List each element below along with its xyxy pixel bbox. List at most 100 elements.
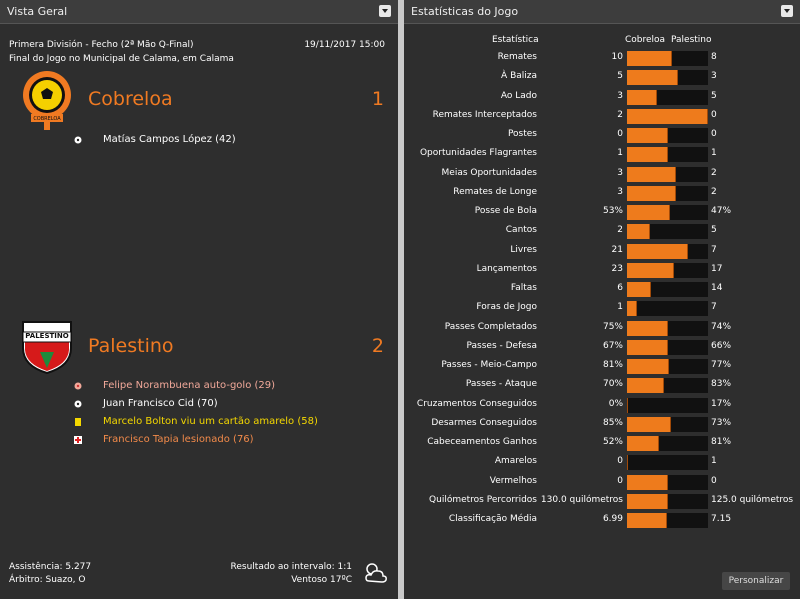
customize-button[interactable]: Personalizar bbox=[722, 572, 790, 590]
home-crest: COBRELOA bbox=[23, 71, 71, 130]
stat-row: Posse de Bola 53% 47% bbox=[404, 203, 800, 222]
home-share bbox=[627, 89, 658, 105]
stat-bar bbox=[627, 416, 708, 432]
stat-row: Quilómetros Percorridos 130.0 quilómetros… bbox=[404, 492, 800, 511]
attendance: Assistência: 5.277 bbox=[9, 562, 92, 572]
crest-text: PALESTINO bbox=[25, 332, 68, 340]
stat-label: Passes Completados bbox=[444, 321, 537, 332]
stat-row: Desarmes Conseguidos 85% 73% bbox=[404, 415, 800, 434]
stat-row: Passes - Ataque 70% 83% bbox=[404, 376, 800, 395]
home-value: 2 bbox=[617, 109, 623, 120]
stat-row: Remates Interceptados 2 0 bbox=[404, 107, 800, 126]
home-share bbox=[627, 378, 665, 394]
home-share bbox=[627, 205, 670, 220]
stats-panel: Estatísticas do Jogo Estatística Cobrelo… bbox=[404, 0, 800, 599]
away-crest: PALESTINO bbox=[22, 321, 72, 374]
stat-label: Oportunidades Flagrantes bbox=[419, 148, 537, 159]
home-value: 130.0 quilómetros bbox=[540, 494, 623, 505]
stat-row: Vermelhos 0 0 bbox=[404, 473, 800, 492]
home-value: 2 bbox=[617, 225, 623, 236]
dropdown[interactable] bbox=[781, 5, 793, 17]
stat-label: Cantos bbox=[505, 225, 537, 236]
home-value: 75% bbox=[602, 321, 623, 332]
stat-bar bbox=[627, 474, 708, 490]
dropdown[interactable] bbox=[379, 5, 391, 17]
stat-bar bbox=[627, 397, 708, 413]
stat-label: Passes - Meio-Campo bbox=[441, 360, 537, 370]
stat-bar bbox=[627, 262, 708, 278]
home-share bbox=[627, 339, 668, 355]
home-value: 81% bbox=[602, 360, 623, 370]
stat-row: Remates de Longe 3 2 bbox=[404, 184, 800, 203]
home-value: 5 bbox=[617, 71, 623, 82]
away-value: 81% bbox=[711, 437, 732, 447]
stat-bar bbox=[627, 243, 708, 259]
stat-bar bbox=[627, 320, 708, 336]
home-share bbox=[627, 416, 671, 432]
stat-bar bbox=[627, 359, 708, 374]
home-share bbox=[627, 282, 652, 297]
stat-bar bbox=[627, 185, 708, 201]
home-share bbox=[627, 108, 708, 124]
team-name: Cobreloa bbox=[88, 88, 173, 110]
stat-row: Classificação Média 6.99 7.15 bbox=[404, 511, 800, 530]
home-value: 53% bbox=[602, 206, 623, 216]
stat-bar bbox=[627, 205, 708, 220]
event-text: Matías Campos López (42) bbox=[103, 134, 236, 145]
away-value: 77% bbox=[711, 360, 732, 370]
home-share bbox=[627, 51, 672, 66]
home-share bbox=[627, 147, 668, 163]
competition: Primera División - Fecho (2ª Mão Q-Final… bbox=[9, 40, 194, 50]
panel-title: Estatísticas do Jogo bbox=[411, 5, 519, 18]
stat-label: Foras de Jogo bbox=[476, 302, 537, 313]
weather: Ventoso 17ºC bbox=[291, 575, 352, 585]
stat-row: Remates 10 8 bbox=[404, 49, 800, 68]
home-share bbox=[627, 301, 638, 317]
away-value: 7 bbox=[711, 302, 717, 313]
event-icon bbox=[74, 436, 82, 444]
stat-label: Classificação Média bbox=[448, 514, 537, 524]
away-value: 17% bbox=[711, 398, 732, 409]
home-value: 67% bbox=[602, 340, 623, 351]
stat-label: Postes bbox=[507, 129, 537, 139]
event-icon bbox=[74, 400, 82, 408]
stat-bar bbox=[627, 166, 708, 182]
away-value: 17 bbox=[711, 263, 723, 274]
date: 19/11/2017 15:00 bbox=[304, 40, 385, 50]
event-text: Felipe Norambuena auto-golo (29) bbox=[103, 380, 276, 391]
column-head: Palestino bbox=[671, 35, 712, 45]
home-value: 21 bbox=[611, 244, 623, 255]
event-icon bbox=[75, 418, 81, 426]
home-value: 3 bbox=[617, 186, 623, 197]
stat-label: Cabeceamentos Ganhos bbox=[427, 437, 537, 447]
home-share bbox=[627, 436, 659, 451]
away-value: 1 bbox=[711, 456, 717, 467]
stat-label: Ao Lado bbox=[500, 90, 537, 101]
away-value: 83% bbox=[711, 379, 732, 390]
home-share bbox=[627, 513, 668, 528]
away-value: 0 bbox=[711, 475, 717, 486]
crest-text: COBRELOA bbox=[33, 116, 61, 122]
stat-label: Posse de Bola bbox=[474, 206, 537, 216]
stat-bar bbox=[627, 493, 708, 509]
event-text: Juan Francisco Cid (70) bbox=[103, 398, 218, 409]
home-share bbox=[627, 474, 668, 490]
score: 1 bbox=[371, 88, 384, 110]
home-share bbox=[627, 128, 668, 143]
away-value: 5 bbox=[711, 90, 717, 101]
venue: Final do Jogo no Municipal de Calama, em… bbox=[9, 54, 234, 64]
stat-label: Cruzamentos Conseguidos bbox=[416, 398, 537, 409]
stat-row: Lançamentos 23 17 bbox=[404, 261, 800, 280]
stat-label: Remates Interceptados bbox=[432, 109, 537, 120]
home-share bbox=[627, 166, 676, 182]
stat-row: Ao Lado 3 5 bbox=[404, 88, 800, 107]
home-share bbox=[627, 359, 669, 374]
stat-row: Postes 0 0 bbox=[404, 126, 800, 145]
stat-bar bbox=[627, 70, 708, 86]
panel-title: Vista Geral bbox=[7, 5, 68, 18]
stat-label: Remates de Longe bbox=[453, 186, 537, 197]
home-value: 3 bbox=[617, 90, 623, 101]
event-text: Marcelo Bolton viu um cartão amarelo (58… bbox=[103, 416, 318, 427]
stat-bar bbox=[627, 282, 708, 297]
